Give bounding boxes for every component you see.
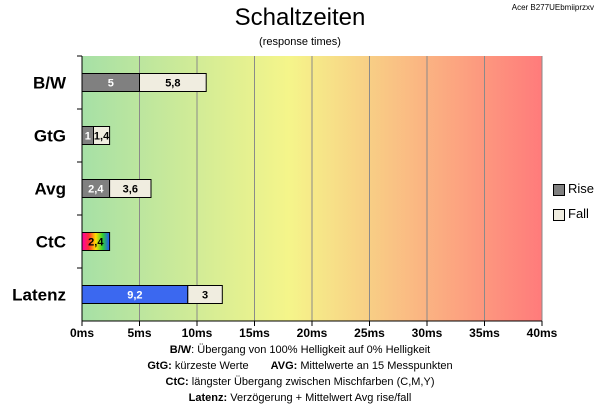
bar-rise-label: 5 — [108, 78, 114, 90]
category-label: Avg — [35, 180, 67, 199]
bar-fall — [93, 126, 111, 145]
footnote-gtg-key: GtG: — [147, 360, 172, 372]
chart-plot: 0ms 5ms 10ms 15ms 20ms 25ms 30ms 35ms 40ms B/W 5 5,… — [12, 55, 558, 340]
footnote-bw-text: : Übergang von 100% Helligkeit auf 0% He… — [191, 344, 431, 356]
category-label: CtC — [36, 233, 66, 252]
bar-rise-label: 2,4 — [88, 184, 104, 196]
bar-fall-label: 5,8 — [165, 78, 180, 90]
bar-rise-label: 2,4 — [88, 237, 104, 249]
bar-fall-label: 3 — [202, 290, 208, 302]
category-label: Latenz — [12, 286, 66, 305]
legend-rise-label: Rise — [568, 181, 595, 196]
x-tick-label: 40ms — [527, 326, 558, 340]
x-tick-label: 5ms — [127, 326, 151, 340]
footnote-bw-key: B/W — [169, 344, 192, 356]
legend-fall-label: Fall — [568, 206, 589, 221]
x-tick-label: 10ms — [182, 326, 213, 340]
bar-rise-label: 9,2 — [127, 290, 142, 302]
footnote-avg-text: Mittelwerte an 15 Messpunkten — [297, 360, 453, 372]
footnote-latenz-text: Verzögerung + Mittelwert Avg rise/fall — [227, 392, 412, 404]
chart-title: Schaltzeiten — [234, 4, 366, 31]
bar-fall — [187, 285, 223, 304]
legend-rise-swatch — [553, 184, 565, 196]
x-tick-label: 15ms — [239, 326, 270, 340]
chart-subtitle: (response times) — [259, 36, 341, 48]
monitor-model-label: Acer B277UEbmiiprzxv — [511, 3, 594, 12]
bar-fall-label: 3,6 — [123, 184, 138, 196]
x-tick-label: 35ms — [469, 326, 500, 340]
footnote-latenz-key: Latenz: — [188, 392, 228, 404]
category-label: GtG — [34, 127, 66, 146]
footnote-avg-key: AVG: — [270, 360, 298, 372]
x-tick-label: 30ms — [412, 326, 443, 340]
footnote-bw: B/W: Übergang von 100% Helligkeit auf 0%… — [0, 344, 600, 356]
x-tick-label: 25ms — [354, 326, 385, 340]
footnote-gtg-avg: GtG: kürzeste Werte AVG: Mittelwerte an 1… — [0, 360, 600, 372]
footnote-latenz: Latenz: Verzögerung + Mittelwert Avg ris… — [0, 392, 600, 404]
footnote-ctc-text: längster Übergang zwischen Mischfarben (… — [188, 376, 435, 388]
bar-rise-label: 1 — [85, 131, 91, 143]
bar-fall — [139, 73, 207, 92]
bar-fall — [109, 179, 152, 198]
category-label: B/W — [33, 74, 67, 93]
footnote-gtg-text: kürzeste Werte — [171, 360, 249, 372]
legend-fall-swatch — [553, 209, 565, 221]
x-tick-label: 20ms — [297, 326, 328, 340]
bar-fall-label: 1,4 — [94, 131, 110, 143]
footnote-ctc-key: CtC: — [165, 376, 189, 388]
x-tick-label: 0ms — [70, 326, 94, 340]
bar-rise — [81, 232, 111, 251]
footnote-ctc: CtC: längster Übergang zwischen Mischfar… — [0, 376, 600, 388]
